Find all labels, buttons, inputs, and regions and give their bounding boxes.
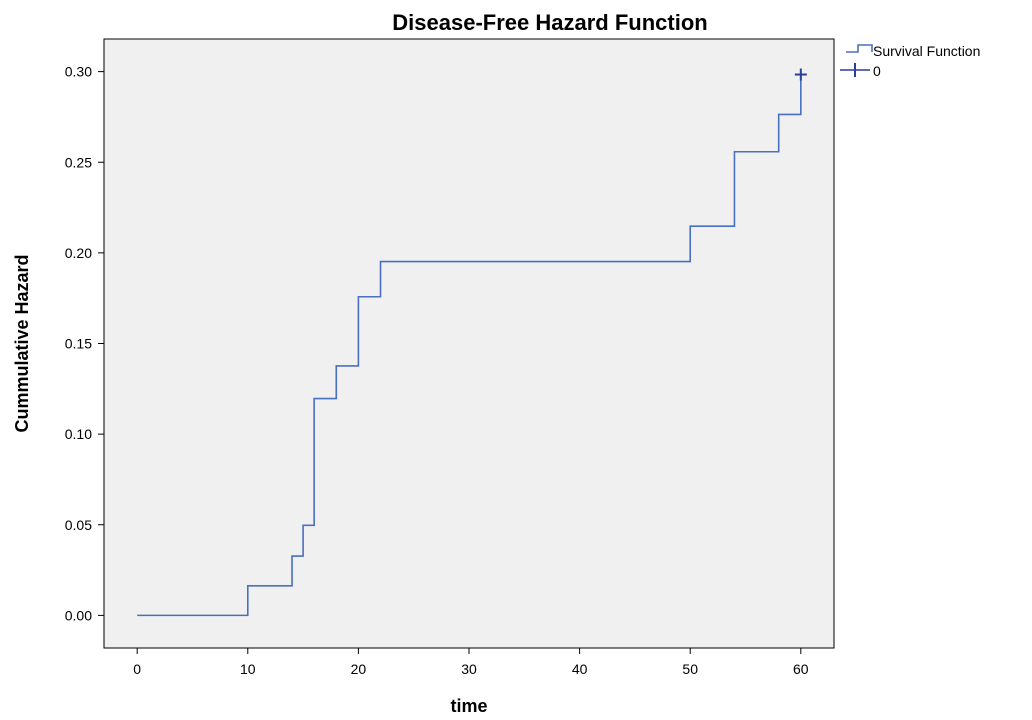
legend-label-survival: Survival Function — [873, 43, 980, 59]
legend: Survival Function 0 — [840, 43, 980, 79]
x-axis-title: time — [450, 696, 487, 716]
x-axis: 0 10 20 30 40 50 60 — [133, 648, 809, 677]
survival-function-line — [137, 74, 802, 617]
y-tick-label: 0.05 — [65, 517, 92, 533]
series-layer — [137, 68, 807, 617]
chart-title: Disease-Free Hazard Function — [392, 10, 707, 35]
x-tick-label: 30 — [461, 661, 477, 677]
x-tick-label: 20 — [351, 661, 367, 677]
x-tick-label: 40 — [572, 661, 588, 677]
censor-marker — [794, 68, 807, 81]
legend-step-icon — [846, 44, 873, 53]
y-tick-label: 0.10 — [65, 426, 92, 442]
plot-area — [103, 38, 835, 649]
legend-label-censored: 0 — [873, 63, 881, 79]
y-tick-label: 0.15 — [65, 336, 92, 352]
y-tick-label: 0.20 — [65, 245, 92, 261]
x-tick-label: 50 — [682, 661, 698, 677]
x-tick-label: 0 — [133, 661, 141, 677]
y-axis-title: Cummulative Hazard — [12, 254, 32, 432]
y-tick-label: 0.00 — [65, 607, 92, 623]
x-tick-label: 10 — [240, 661, 256, 677]
y-tick-label: 0.30 — [65, 64, 92, 80]
x-tick-label: 60 — [793, 661, 809, 677]
y-tick-label: 0.25 — [65, 154, 92, 170]
y-axis: 0.00 0.05 0.10 0.15 0.20 0.25 0.30 — [65, 64, 104, 623]
